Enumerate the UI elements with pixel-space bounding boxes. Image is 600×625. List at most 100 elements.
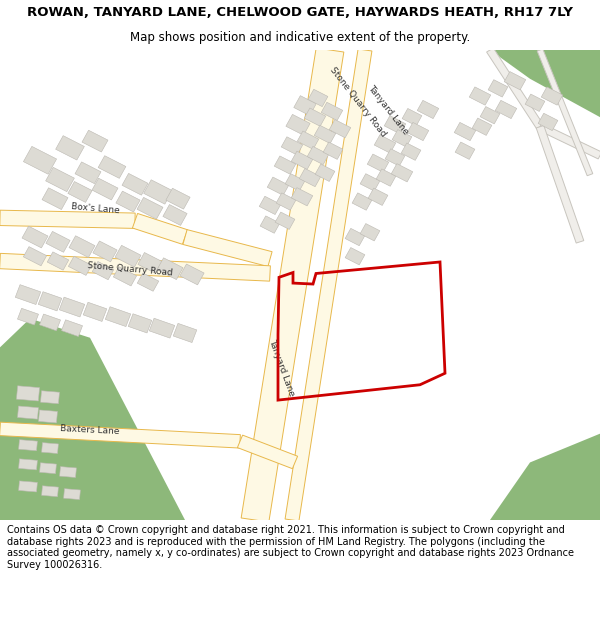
- Polygon shape: [472, 118, 492, 136]
- Polygon shape: [504, 71, 526, 90]
- Polygon shape: [360, 174, 380, 191]
- Polygon shape: [238, 435, 298, 469]
- Polygon shape: [82, 130, 108, 152]
- Polygon shape: [538, 123, 600, 159]
- Polygon shape: [352, 193, 372, 210]
- Polygon shape: [98, 156, 126, 178]
- Polygon shape: [275, 212, 295, 229]
- Polygon shape: [46, 231, 70, 253]
- Polygon shape: [93, 241, 117, 262]
- Polygon shape: [38, 410, 58, 423]
- Polygon shape: [40, 314, 61, 331]
- Polygon shape: [0, 253, 271, 281]
- Polygon shape: [75, 162, 101, 184]
- Polygon shape: [166, 188, 190, 209]
- Polygon shape: [307, 146, 329, 164]
- Polygon shape: [345, 248, 365, 265]
- Polygon shape: [157, 258, 183, 279]
- Polygon shape: [541, 87, 563, 105]
- Polygon shape: [299, 168, 321, 187]
- Polygon shape: [391, 164, 413, 182]
- Polygon shape: [260, 216, 280, 233]
- Polygon shape: [454, 122, 476, 141]
- Polygon shape: [291, 188, 313, 206]
- Polygon shape: [314, 125, 336, 144]
- Polygon shape: [41, 442, 58, 454]
- Polygon shape: [392, 129, 412, 147]
- Polygon shape: [64, 489, 80, 499]
- Polygon shape: [488, 79, 508, 97]
- Polygon shape: [384, 116, 406, 134]
- Polygon shape: [276, 193, 296, 210]
- Polygon shape: [281, 137, 303, 155]
- Polygon shape: [17, 308, 38, 325]
- Polygon shape: [163, 204, 187, 226]
- Polygon shape: [487, 48, 544, 129]
- Polygon shape: [308, 89, 328, 107]
- Polygon shape: [360, 224, 380, 241]
- Polygon shape: [17, 406, 38, 419]
- Polygon shape: [41, 391, 59, 404]
- Polygon shape: [455, 142, 475, 159]
- Text: ROWAN, TANYARD LANE, CHELWOOD GATE, HAYWARDS HEATH, RH17 7LY: ROWAN, TANYARD LANE, CHELWOOD GATE, HAYW…: [27, 6, 573, 19]
- Polygon shape: [133, 214, 188, 244]
- Polygon shape: [294, 96, 316, 116]
- Text: Map shows position and indicative extent of the property.: Map shows position and indicative extent…: [130, 31, 470, 44]
- Polygon shape: [122, 173, 148, 195]
- Text: Stone Quarry Road: Stone Quarry Road: [87, 261, 173, 278]
- Text: Baxters Lane: Baxters Lane: [60, 424, 120, 436]
- Polygon shape: [15, 284, 41, 304]
- Text: Tanyard Lane: Tanyard Lane: [268, 338, 296, 398]
- Polygon shape: [285, 49, 372, 521]
- Polygon shape: [304, 108, 326, 126]
- Polygon shape: [149, 318, 175, 338]
- Polygon shape: [402, 109, 422, 126]
- Polygon shape: [480, 106, 500, 124]
- Polygon shape: [183, 229, 272, 266]
- Polygon shape: [59, 297, 85, 317]
- Polygon shape: [40, 462, 56, 474]
- Polygon shape: [374, 135, 396, 153]
- Polygon shape: [115, 246, 141, 267]
- Polygon shape: [0, 210, 135, 228]
- Polygon shape: [321, 102, 343, 121]
- Polygon shape: [137, 198, 163, 219]
- Polygon shape: [0, 319, 185, 520]
- Text: Box's Lane: Box's Lane: [70, 202, 119, 215]
- Polygon shape: [16, 386, 40, 401]
- Polygon shape: [92, 178, 118, 200]
- Polygon shape: [143, 180, 172, 204]
- Polygon shape: [105, 307, 131, 327]
- Polygon shape: [137, 273, 159, 291]
- Polygon shape: [61, 320, 83, 336]
- Polygon shape: [138, 253, 162, 273]
- Polygon shape: [537, 49, 593, 176]
- Polygon shape: [538, 113, 558, 131]
- Polygon shape: [59, 467, 76, 478]
- Polygon shape: [22, 226, 48, 248]
- Polygon shape: [83, 302, 107, 321]
- Polygon shape: [42, 188, 68, 209]
- Polygon shape: [368, 188, 388, 206]
- Polygon shape: [56, 136, 85, 160]
- Polygon shape: [116, 191, 140, 212]
- Polygon shape: [525, 94, 545, 111]
- Polygon shape: [417, 101, 439, 119]
- Polygon shape: [47, 252, 69, 270]
- Text: Contains OS data © Crown copyright and database right 2021. This information is : Contains OS data © Crown copyright and d…: [7, 525, 574, 570]
- Polygon shape: [315, 164, 335, 181]
- Polygon shape: [274, 156, 296, 174]
- Polygon shape: [385, 149, 405, 166]
- Polygon shape: [38, 292, 62, 311]
- Polygon shape: [490, 434, 600, 520]
- Polygon shape: [536, 126, 584, 243]
- Polygon shape: [495, 101, 517, 119]
- Polygon shape: [291, 151, 313, 169]
- Polygon shape: [241, 48, 344, 522]
- Polygon shape: [113, 267, 137, 286]
- Polygon shape: [23, 146, 56, 174]
- Polygon shape: [329, 119, 351, 138]
- Polygon shape: [267, 177, 289, 196]
- Polygon shape: [407, 122, 429, 141]
- Polygon shape: [19, 439, 37, 451]
